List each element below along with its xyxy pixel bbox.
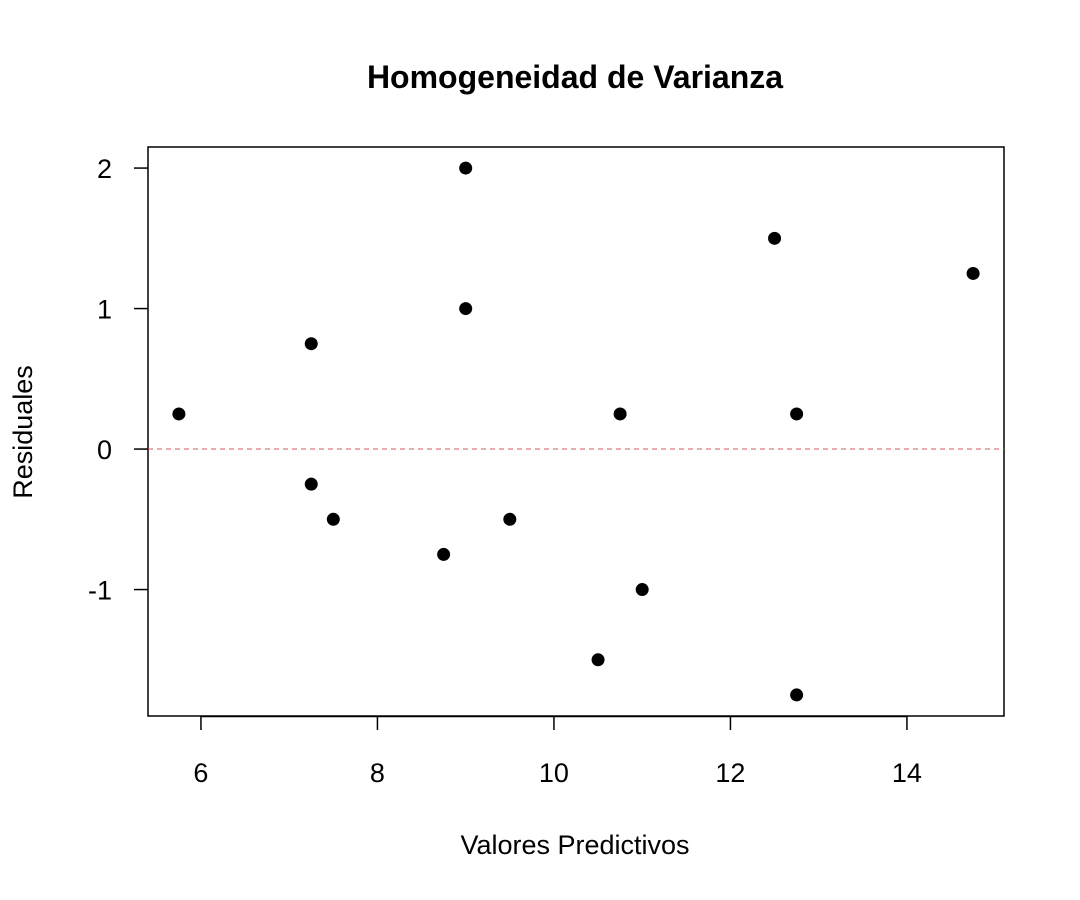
data-point: [437, 547, 451, 561]
x-axis-label: Valores Predictivos: [460, 830, 689, 860]
y-tick-label-2: 2: [97, 154, 112, 184]
data-point: [591, 653, 605, 667]
data-point: [635, 583, 649, 597]
data-point: [304, 337, 318, 351]
plot-frame: [147, 146, 1005, 717]
data-point: [459, 161, 473, 175]
data-point: [966, 266, 980, 280]
x-tick-label-10: 10: [539, 758, 569, 788]
data-point: [790, 688, 804, 702]
chart-title: Homogeneidad de Varianza: [367, 59, 783, 95]
data-point: [768, 231, 782, 245]
y-tick-label-1: 1: [97, 295, 112, 325]
data-point: [326, 512, 340, 526]
data-point: [459, 302, 473, 316]
data-point: [790, 407, 804, 421]
x-tick-label-12: 12: [715, 758, 745, 788]
data-point: [503, 512, 517, 526]
y-tick-label-0: 0: [97, 435, 112, 465]
data-point: [613, 407, 627, 421]
y-tick-label--1: -1: [88, 576, 112, 606]
y-axis-label: Residuales: [8, 365, 38, 499]
x-tick-label-6: 6: [193, 758, 208, 788]
data-point: [172, 407, 186, 421]
data-point: [304, 477, 318, 491]
x-tick-label-8: 8: [370, 758, 385, 788]
x-tick-label-14: 14: [892, 758, 922, 788]
